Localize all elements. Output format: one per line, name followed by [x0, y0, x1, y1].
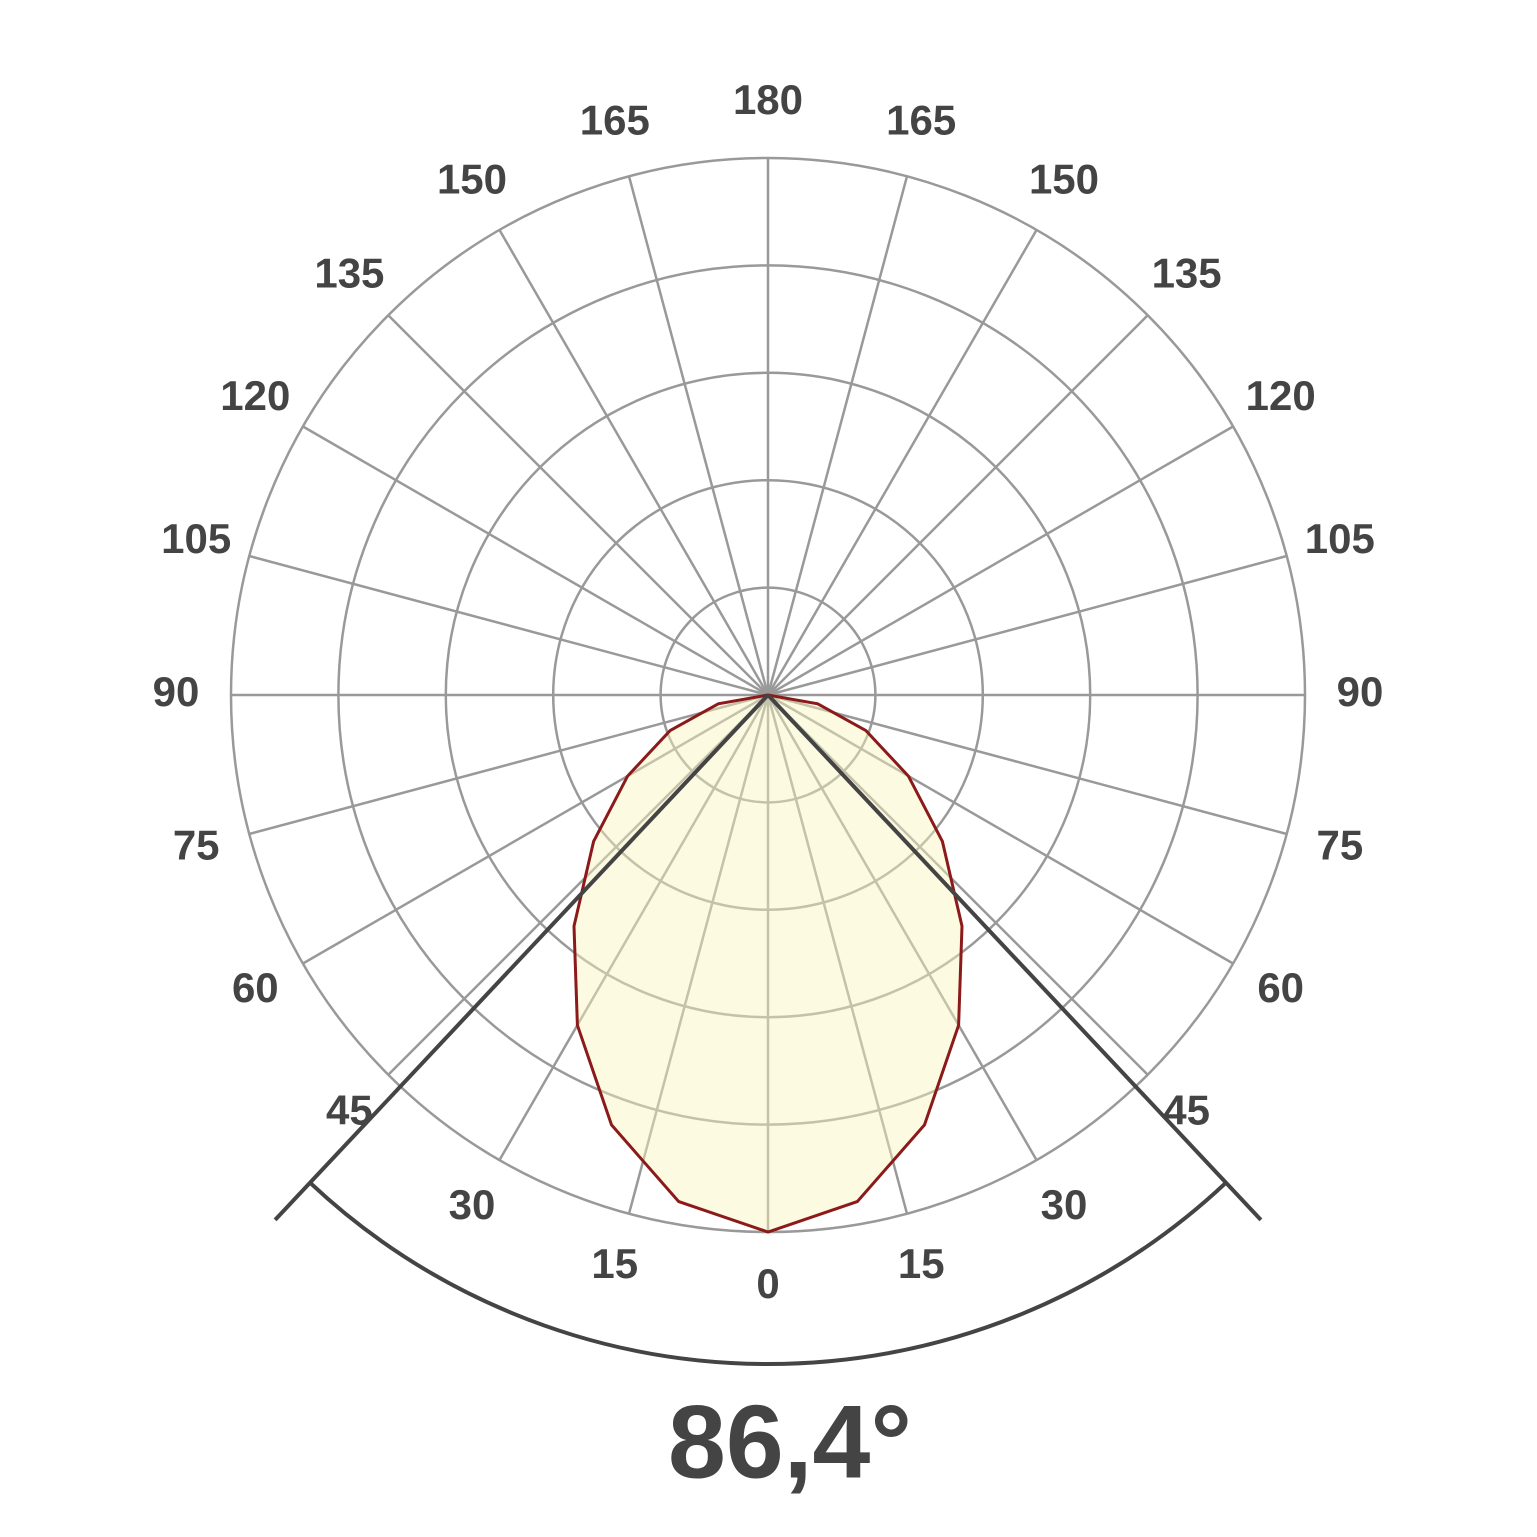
grid-spoke — [498, 694, 770, 1161]
grid-spoke — [766, 694, 909, 1215]
angle-label: 105 — [161, 515, 231, 562]
angle-label: 135 — [1152, 249, 1222, 296]
grid-spoke — [766, 694, 1038, 1161]
grid-spoke — [767, 314, 1149, 696]
angle-label: 75 — [1316, 821, 1363, 868]
intensity-curve — [572, 693, 964, 1234]
grid-spoke — [302, 693, 769, 965]
angle-label: 45 — [1163, 1087, 1210, 1134]
angle-label: 150 — [1029, 155, 1099, 202]
angle-label: 90 — [1337, 668, 1384, 715]
angle-label: 135 — [314, 249, 384, 296]
beam-angle-label: 86,4° — [668, 1384, 912, 1500]
angle-label: 60 — [1257, 964, 1304, 1011]
grid-spoke — [387, 314, 769, 696]
angle-label: 45 — [326, 1087, 373, 1134]
angle-label: 120 — [1246, 372, 1316, 419]
angle-label: 30 — [1041, 1181, 1088, 1228]
beam-line — [273, 693, 770, 1222]
grid-spoke — [627, 694, 770, 1215]
angle-label: 120 — [220, 372, 290, 419]
grid-spoke — [767, 693, 1288, 836]
angle-label: 60 — [232, 964, 279, 1011]
beam-line — [766, 693, 1263, 1222]
grid-spoke — [498, 229, 770, 696]
angle-label: 15 — [591, 1240, 638, 1287]
grid-spoke — [767, 694, 1149, 1076]
grid-spoke — [302, 425, 769, 697]
angle-label: 30 — [449, 1181, 496, 1228]
grid-spoke — [248, 693, 769, 836]
grid-spoke — [627, 175, 770, 696]
angle-label: 75 — [173, 821, 220, 868]
angle-label: 105 — [1305, 515, 1375, 562]
angle-label: 150 — [437, 155, 507, 202]
grid-spoke — [766, 229, 1038, 696]
grid-spoke — [248, 554, 769, 697]
angle-label: 0 — [756, 1260, 779, 1307]
angle-label: 15 — [898, 1240, 945, 1287]
grid-spoke — [767, 425, 1234, 697]
angle-label: 180 — [733, 76, 803, 123]
angle-label: 90 — [153, 668, 200, 715]
angle-label: 165 — [886, 96, 956, 143]
grid-spoke — [767, 693, 1234, 965]
grid-spoke — [387, 694, 769, 1076]
grid-spoke — [767, 554, 1288, 697]
angle-label: 165 — [580, 96, 650, 143]
beam-arc — [308, 1181, 1228, 1366]
grid-spoke — [766, 175, 909, 696]
